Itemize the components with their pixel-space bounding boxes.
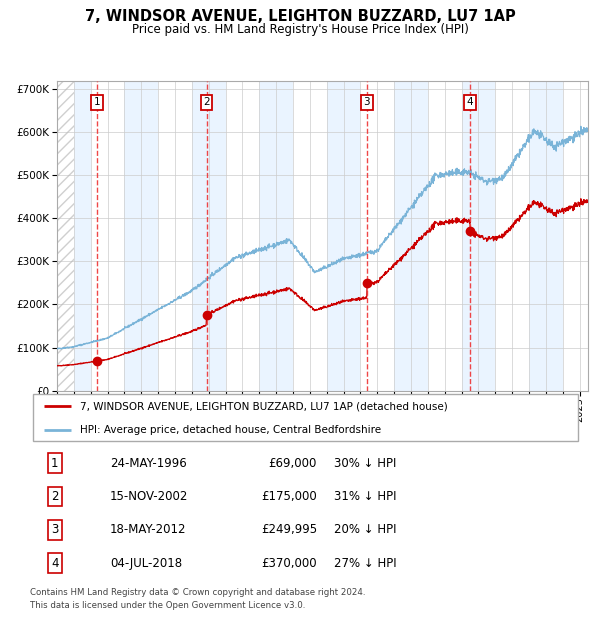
Text: 7, WINDSOR AVENUE, LEIGHTON BUZZARD, LU7 1AP: 7, WINDSOR AVENUE, LEIGHTON BUZZARD, LU7… [85,9,515,24]
Text: 4: 4 [51,557,59,570]
Text: £69,000: £69,000 [269,456,317,469]
Text: This data is licensed under the Open Government Licence v3.0.: This data is licensed under the Open Gov… [30,601,305,611]
Text: 2: 2 [51,490,59,503]
Bar [57,81,74,391]
Text: £175,000: £175,000 [261,490,317,503]
Text: 15-NOV-2002: 15-NOV-2002 [110,490,188,503]
Text: 18-MAY-2012: 18-MAY-2012 [110,523,187,536]
Bar [192,81,226,391]
Bar [259,81,293,391]
Text: 3: 3 [364,97,370,107]
Text: 2: 2 [203,97,210,107]
FancyBboxPatch shape [33,394,578,441]
Text: 1: 1 [94,97,101,107]
Bar [394,81,428,391]
Text: 27% ↓ HPI: 27% ↓ HPI [334,557,396,570]
Bar [57,81,74,391]
Text: 7, WINDSOR AVENUE, LEIGHTON BUZZARD, LU7 1AP (detached house): 7, WINDSOR AVENUE, LEIGHTON BUZZARD, LU7… [80,401,448,411]
Text: 30% ↓ HPI: 30% ↓ HPI [334,456,396,469]
Text: HPI: Average price, detached house, Central Bedfordshire: HPI: Average price, detached house, Cent… [80,425,381,435]
Text: Contains HM Land Registry data © Crown copyright and database right 2024.: Contains HM Land Registry data © Crown c… [30,588,365,597]
Text: 3: 3 [51,523,59,536]
Text: 20% ↓ HPI: 20% ↓ HPI [334,523,396,536]
Text: 31% ↓ HPI: 31% ↓ HPI [334,490,396,503]
Text: 24-MAY-1996: 24-MAY-1996 [110,456,187,469]
Text: £370,000: £370,000 [262,557,317,570]
Text: £249,995: £249,995 [261,523,317,536]
Bar [529,81,563,391]
Bar [461,81,495,391]
Bar [327,81,361,391]
Text: 4: 4 [467,97,473,107]
Bar [57,81,91,391]
Bar [124,81,158,391]
Text: 04-JUL-2018: 04-JUL-2018 [110,557,182,570]
Text: Price paid vs. HM Land Registry's House Price Index (HPI): Price paid vs. HM Land Registry's House … [131,23,469,36]
Text: 1: 1 [51,456,59,469]
